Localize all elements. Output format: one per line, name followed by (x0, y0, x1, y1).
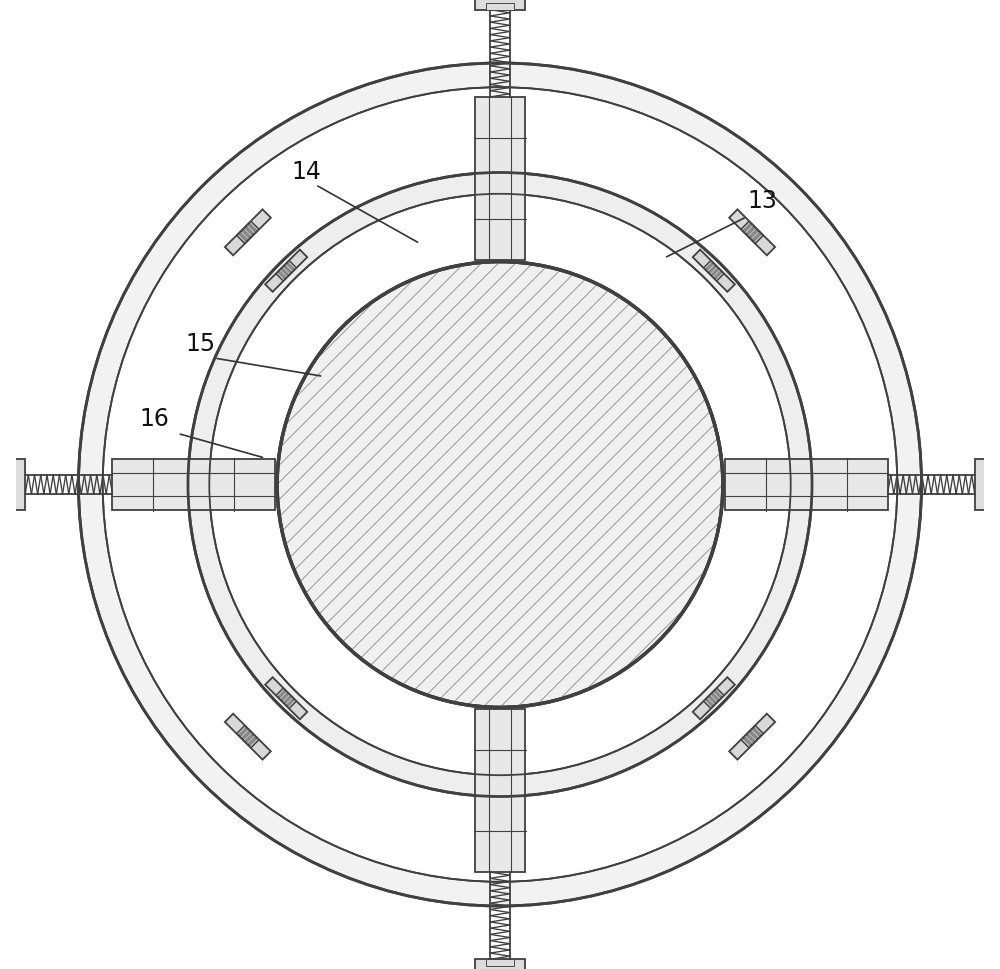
Polygon shape (704, 261, 724, 281)
Polygon shape (729, 209, 775, 256)
Polygon shape (704, 688, 724, 708)
Bar (12, 459, 25, 510)
Text: 15: 15 (185, 331, 215, 356)
Polygon shape (276, 261, 296, 281)
Polygon shape (112, 459, 275, 510)
Polygon shape (265, 250, 307, 292)
Text: 13: 13 (747, 189, 777, 213)
Polygon shape (475, 97, 525, 260)
Circle shape (103, 87, 897, 882)
Bar (975, 459, 988, 510)
Polygon shape (237, 726, 259, 748)
Polygon shape (276, 688, 296, 708)
Polygon shape (741, 221, 763, 243)
Circle shape (277, 262, 723, 707)
Polygon shape (475, 709, 525, 872)
Polygon shape (693, 677, 735, 719)
Polygon shape (225, 209, 271, 256)
Text: 14: 14 (292, 160, 322, 184)
Bar (475, 0, 525, 10)
Polygon shape (725, 459, 888, 510)
Polygon shape (693, 250, 735, 292)
Text: 16: 16 (140, 407, 169, 431)
Circle shape (78, 63, 922, 906)
Circle shape (209, 194, 791, 775)
Polygon shape (741, 726, 763, 748)
Bar (486, 3, 514, 10)
Polygon shape (237, 221, 259, 243)
Circle shape (188, 172, 812, 797)
Polygon shape (729, 713, 775, 760)
Polygon shape (225, 713, 271, 760)
Polygon shape (265, 677, 307, 719)
Bar (475, 959, 525, 969)
Bar (486, 959, 514, 966)
